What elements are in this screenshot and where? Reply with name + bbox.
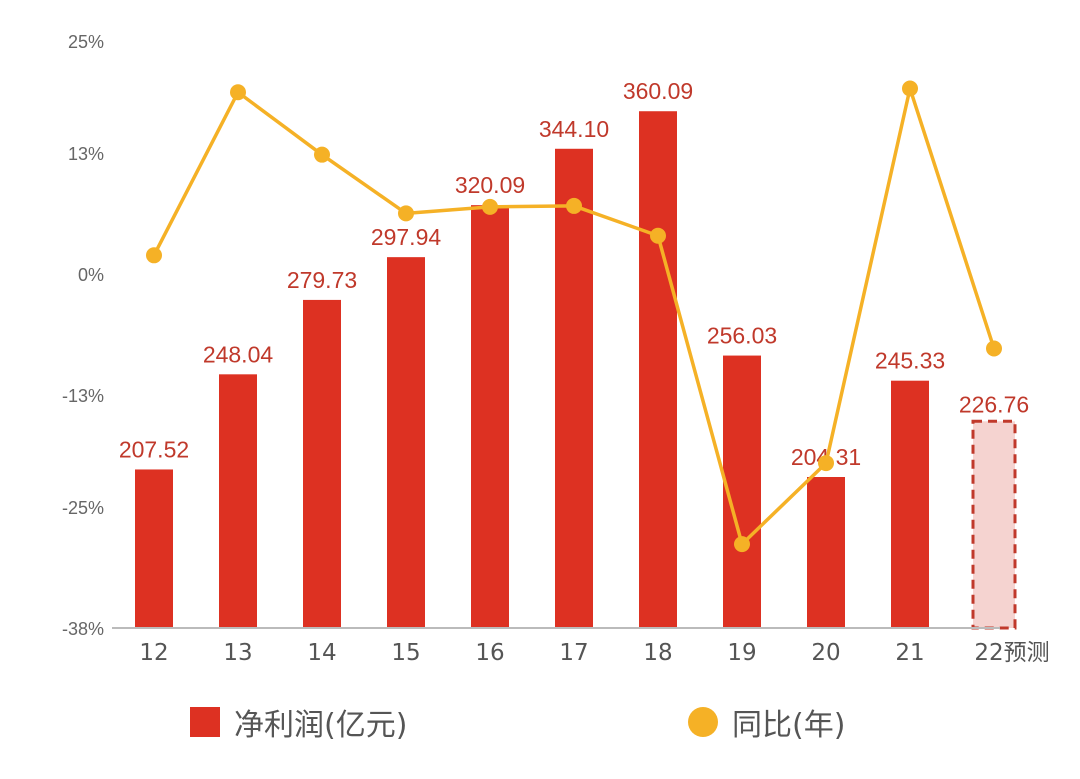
bar [639,111,677,628]
legend-line-label: 同比(年) [732,708,846,743]
bar [135,469,173,628]
x-tick-label: 12 [139,640,168,666]
bar-value-label: 320.09 [455,172,525,198]
y-tick-label: 0% [78,265,104,285]
legend-bar: 净利润(亿元) [190,700,407,744]
y-tick-label: 13% [68,144,104,164]
legend-bar-label: 净利润(亿元) [234,708,408,743]
x-tick-label: 18 [643,640,672,666]
y-tick-label: -13% [62,386,104,406]
y-axis: 25% 13% 0% -13% -25% -38% [62,32,104,639]
yoy-point [902,80,918,97]
yoy-point [986,340,1002,357]
bar-value-label: 245.33 [875,348,945,374]
bar [891,380,929,628]
bar-forecast [971,419,1017,630]
yoy-point [818,455,834,472]
x-tick-label: 15 [391,640,420,666]
yoy-point [734,536,750,553]
bar [303,299,341,628]
yoy-point [482,198,498,215]
bar-value-labels: 207.52 248.04 279.73 297.94 320.09 344.10 360.… [119,78,1029,470]
bar-value-label: 248.04 [203,341,274,367]
x-tick-label: 21 [895,640,924,666]
bars-group [135,111,1017,630]
y-tick-label: -25% [62,498,104,518]
bar [387,257,425,628]
bar-value-label: 279.73 [287,267,357,293]
yoy-point [398,205,414,222]
legend-bar-swatch [190,707,220,737]
yoy-point [146,247,162,264]
bar-value-label: 297.94 [371,224,442,250]
bar-value-label: 256.03 [707,323,777,349]
x-tick-label: 20 [811,640,840,666]
x-tick-label: 13 [223,640,252,666]
bar-value-label: 360.09 [623,78,693,104]
bar [219,374,257,628]
y-tick-label: 25% [68,32,104,52]
legend-line: 同比(年) [688,700,845,744]
bar-value-label: 207.52 [119,436,189,462]
x-tick-label: 16 [475,640,504,666]
yoy-point [566,197,582,214]
x-tick-label: 22预测 [974,640,1049,666]
legend-line-swatch [688,707,718,737]
net-profit-chart: 25%13%0%-13%-25%-38% 207.52248.04279.732… [62,32,1050,666]
bar-value-label: 226.76 [959,391,1029,417]
x-axis: 12 13 14 15 16 17 18 19 20 21 22预测 [112,627,1050,666]
bar-value-label: 344.10 [539,116,609,142]
yoy-point [650,227,666,244]
yoy-line-group [146,80,1002,553]
x-tick-label: 17 [559,640,588,666]
x-tick-label: 14 [307,640,336,666]
x-tick-label: 19 [727,640,756,666]
yoy-point [230,84,246,101]
bar [807,477,845,628]
bar [471,205,509,628]
y-tick-label: -38% [62,619,104,639]
bar [555,148,593,628]
yoy-point [314,146,330,163]
